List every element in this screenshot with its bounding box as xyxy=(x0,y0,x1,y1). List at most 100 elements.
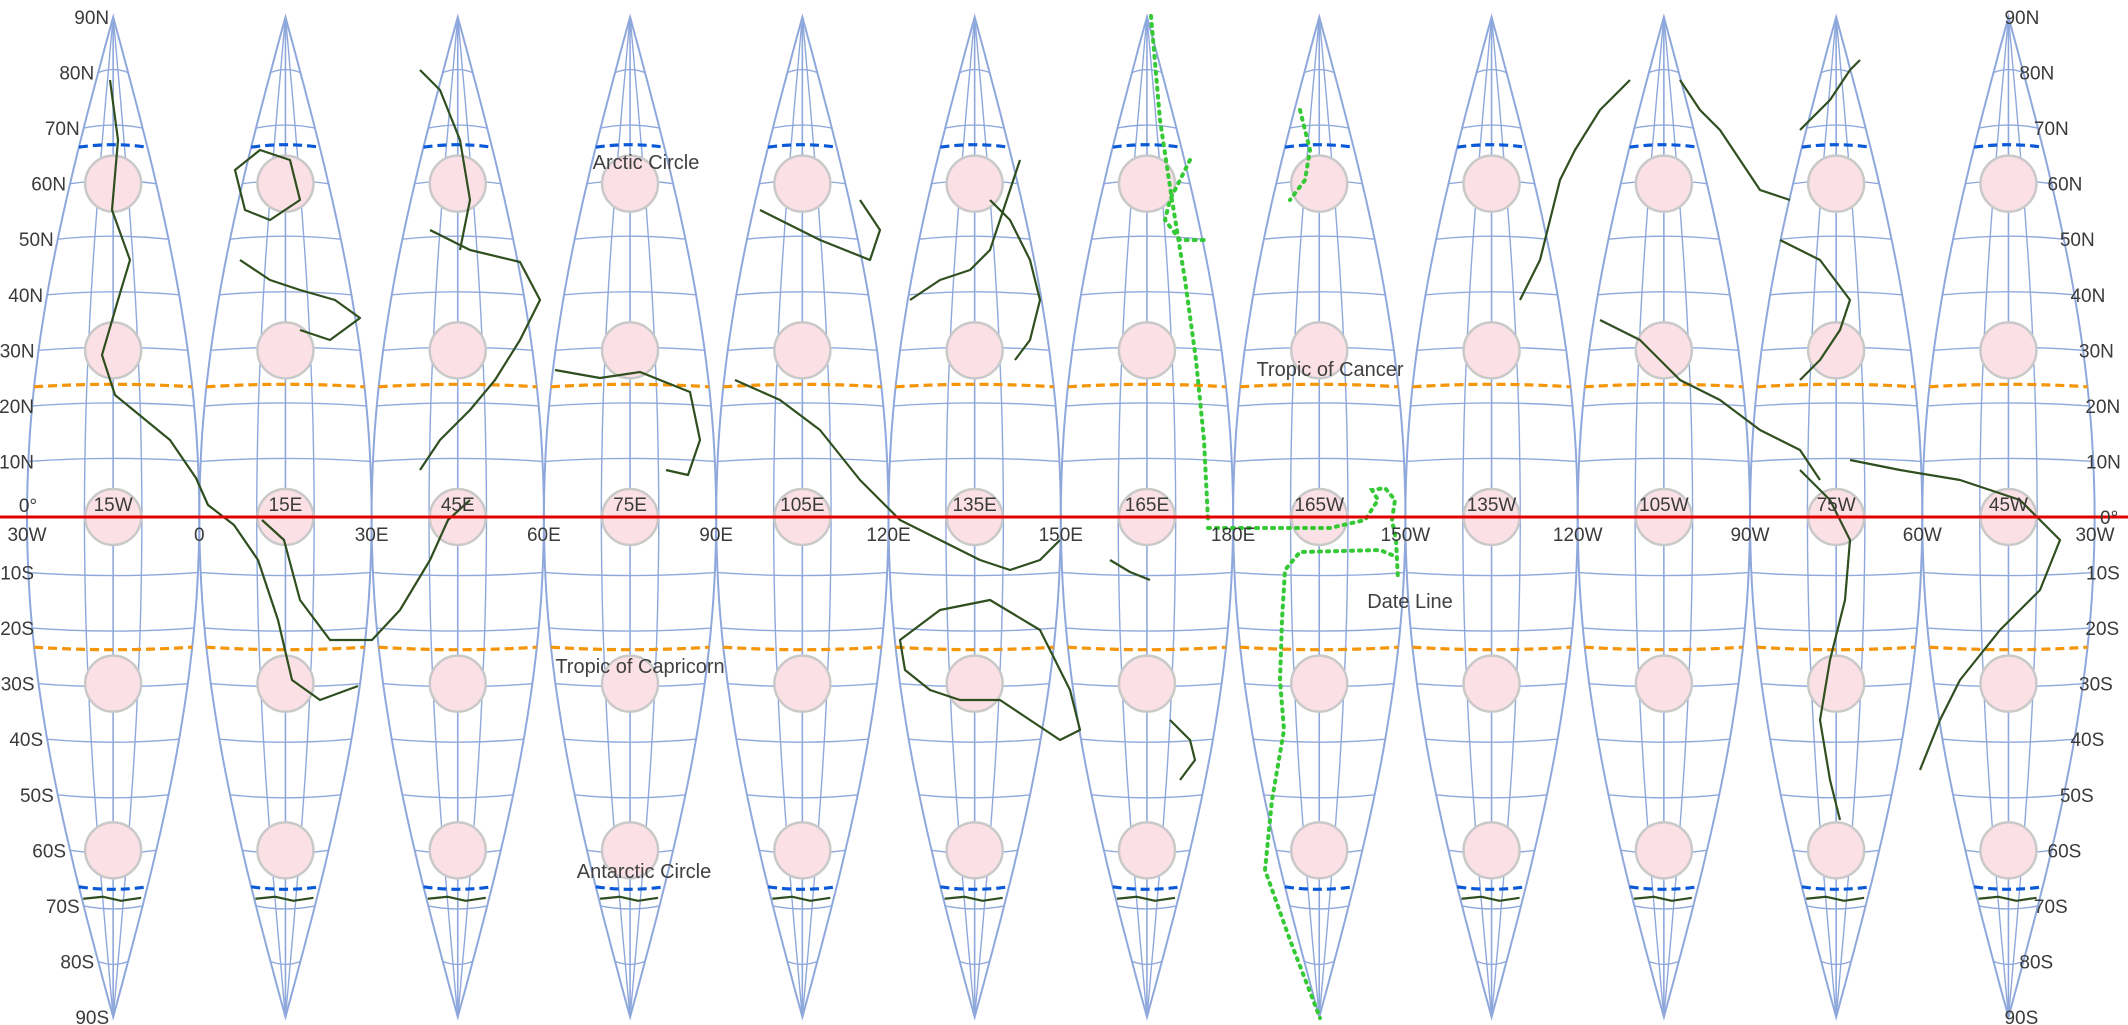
coast-canada xyxy=(1679,79,1791,202)
antarctic-circle-line xyxy=(1284,885,1354,891)
tropic-of-capricorn-line xyxy=(550,645,710,652)
coast-china xyxy=(909,159,1022,301)
coast-north-america-west xyxy=(1519,79,1631,301)
parallel-line xyxy=(574,794,686,799)
coast-antarctica xyxy=(1116,895,1176,902)
parallel-line xyxy=(1461,124,1522,129)
antarctic-circle-line xyxy=(767,885,837,891)
tropic-of-cancer-line xyxy=(723,382,882,389)
tropic-of-capricorn-line xyxy=(206,645,365,652)
coast-antarctica xyxy=(1633,895,1693,902)
parallel-line xyxy=(1780,235,1892,240)
antarctic-circle-line xyxy=(1801,885,1871,891)
coast-europe-north xyxy=(233,148,302,222)
tissot-indicatrix xyxy=(1290,321,1349,380)
parallel-line xyxy=(614,68,646,74)
lat-label-right: 90S xyxy=(2004,1008,2038,1025)
lat-label-right: 0° xyxy=(2100,508,2118,529)
parallel-line xyxy=(908,291,1041,296)
lat-label-left: 30N xyxy=(0,341,35,362)
arctic-circle-line xyxy=(1112,143,1182,149)
tissot-indicatrix xyxy=(1462,821,1521,880)
parallel-line xyxy=(1436,235,1547,240)
tissot-indicatrix xyxy=(1979,154,2038,213)
parallel-line xyxy=(1927,627,2090,632)
tissot-indicatrix xyxy=(428,821,487,880)
tropic-of-capricorn-line xyxy=(1584,645,1744,652)
parallel-line xyxy=(376,402,539,407)
parallel-line xyxy=(1770,738,1903,743)
tissot-indicatrix xyxy=(428,654,487,713)
lat-label-right: 20N xyxy=(2085,397,2120,418)
parallel-line xyxy=(97,68,129,74)
tropic-of-cancer-line xyxy=(1067,382,1227,389)
parallel-line xyxy=(1597,738,1730,743)
parallel-line xyxy=(787,960,818,966)
parallel-line xyxy=(1234,571,1405,577)
parallel-line xyxy=(1578,571,1749,577)
tissot-indicatrix xyxy=(773,321,832,380)
tropics-layer xyxy=(33,143,2088,891)
antarctic-circle-line xyxy=(1629,885,1699,891)
tissot-indicatrix xyxy=(428,154,487,213)
coast-central-asia xyxy=(759,199,882,262)
tissot-indicatrix xyxy=(256,654,315,713)
parallel-line xyxy=(919,794,1031,799)
lat-label-left: 50N xyxy=(19,230,54,251)
coast-mediterranean xyxy=(239,259,362,342)
tissot-indicatrix xyxy=(945,654,1004,713)
lat-label-right: 70S xyxy=(2034,897,2068,918)
tissot-indicatrix xyxy=(256,154,315,213)
longitude-label: 90W xyxy=(1730,525,1769,546)
parallel-line xyxy=(1582,627,1745,632)
parallel-line xyxy=(1993,960,2024,966)
labels-layer: 0° Arctic Circle Tropic of Cancer Date L… xyxy=(0,8,2121,1025)
parallel-line xyxy=(945,124,1005,129)
parallel-line xyxy=(1780,794,1892,799)
lat-label-left: 30S xyxy=(1,675,35,696)
parallel-line xyxy=(1978,124,2039,129)
tissot-indicatrix xyxy=(773,654,832,713)
parallel-line xyxy=(772,124,832,129)
longitude-label: 30W xyxy=(2075,525,2114,546)
parallel-line xyxy=(372,571,543,577)
parallel-line xyxy=(28,571,199,577)
lat-label-left: 70S xyxy=(46,897,80,918)
antarctic-circle-label: Antarctic Circle xyxy=(577,861,711,883)
tissot-indicatrix xyxy=(1979,321,2038,380)
tissot-indicatrix xyxy=(945,821,1004,880)
parallel-line xyxy=(1253,291,1386,296)
parallel-line xyxy=(746,794,858,799)
coast-antarctica xyxy=(427,895,486,902)
parallel-line xyxy=(772,905,832,910)
parallel-line xyxy=(564,738,697,743)
parallel-line xyxy=(1476,960,1507,966)
arctic-circle-line xyxy=(767,143,837,149)
coast-africa-west xyxy=(100,79,359,702)
parallel-line xyxy=(1648,960,1680,966)
parallel-line xyxy=(1770,291,1903,296)
parallel-line xyxy=(959,960,990,966)
parallel-line xyxy=(746,235,858,240)
longitude-label: 120E xyxy=(866,525,910,546)
parallel-line xyxy=(1131,68,1163,74)
parallel-line xyxy=(1062,457,1232,463)
tropic-of-capricorn-line xyxy=(378,645,537,652)
parallel-line xyxy=(717,571,888,577)
gore-center-label: 15E xyxy=(269,495,303,516)
lat-label-right: 40S xyxy=(2070,730,2104,751)
parallel-line xyxy=(545,571,715,577)
parallel-line xyxy=(47,291,180,296)
parallel-line xyxy=(549,627,712,632)
tissot-indicatrix xyxy=(1979,654,2038,713)
tissot-indicatrix xyxy=(256,821,315,880)
parallel-line xyxy=(1091,794,1203,799)
parallel-line xyxy=(1080,291,1213,296)
parallel-line xyxy=(1806,124,1866,129)
parallel-line xyxy=(736,291,869,296)
coast-africa-east xyxy=(261,499,471,642)
arctic-circle-line xyxy=(940,143,1010,149)
tissot-indicatrix xyxy=(1979,821,2038,880)
parallel-line xyxy=(1410,627,1573,632)
